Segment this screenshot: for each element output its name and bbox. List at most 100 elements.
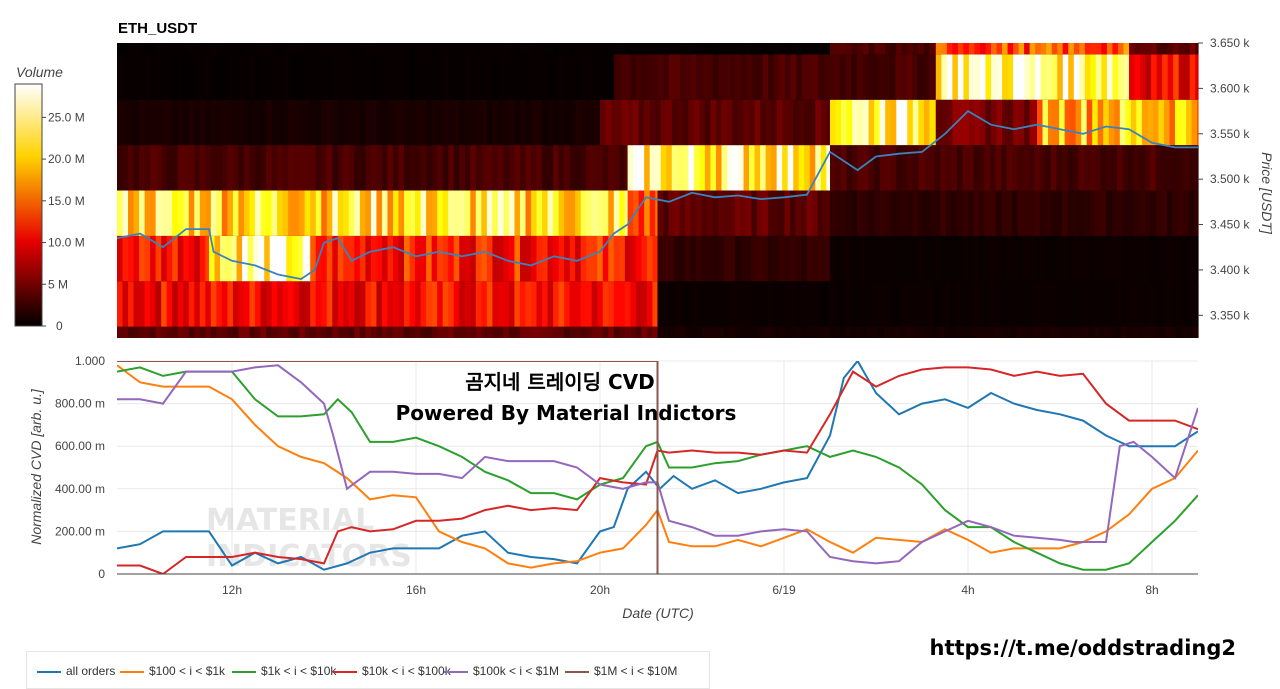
heatmap-cell — [968, 190, 975, 236]
heatmap-cell — [243, 190, 251, 236]
heatmap-cell — [745, 281, 752, 327]
heatmap-cell — [166, 54, 173, 100]
heatmap-cell — [679, 326, 686, 338]
heatmap-cell — [740, 326, 747, 338]
heatmap-cell — [359, 326, 366, 338]
heatmap-cell — [690, 281, 697, 327]
heatmap-cell — [644, 99, 651, 146]
heatmap-cell — [177, 190, 184, 236]
heatmap-cell — [1012, 190, 1019, 236]
telegram-link[interactable]: https://t.me/oddstrading2 — [930, 636, 1237, 660]
heatmap-cell — [846, 190, 853, 236]
heatmap-cell — [1192, 326, 1199, 338]
heatmap-cell — [569, 235, 576, 282]
heatmap-cell — [1100, 235, 1107, 282]
legend-item[interactable]: $100k < i < $1M — [444, 664, 559, 678]
heatmap-cell — [773, 54, 780, 100]
heatmap-cell — [846, 43, 853, 55]
heatmap-cell — [326, 145, 333, 191]
heatmap-cell — [558, 326, 565, 338]
heatmap-cell — [1125, 99, 1132, 146]
legend-item[interactable]: $1M < i < $10M — [565, 664, 677, 678]
heatmap-cell — [1057, 43, 1064, 55]
heatmap-cell — [1006, 190, 1013, 236]
heatmap-cell — [199, 326, 206, 338]
legend-item[interactable]: $10k < i < $100k — [333, 664, 451, 678]
heatmap-cell — [431, 326, 438, 338]
heatmap-cell — [221, 145, 228, 191]
heatmap-cell — [542, 43, 549, 55]
heatmap-cell — [830, 99, 837, 146]
heatmap-cell — [868, 43, 875, 55]
heatmap-cell — [426, 190, 433, 236]
heatmap-cell — [194, 326, 201, 338]
heatmap-cell — [738, 145, 745, 191]
heatmap-cell — [817, 190, 824, 236]
heatmap-cell — [553, 145, 560, 191]
heatmap-cell — [979, 43, 987, 55]
heatmap-cell — [688, 145, 695, 191]
heatmap-cell — [564, 54, 571, 100]
heatmap-cell — [1097, 99, 1104, 146]
heatmap-cell — [1065, 326, 1073, 338]
heatmap-cell — [1121, 281, 1128, 327]
legend-item[interactable]: $1k < i < $10k — [232, 664, 336, 678]
heatmap-cell — [846, 235, 853, 282]
legend-item[interactable]: all orders — [37, 664, 115, 678]
heatmap-cell — [420, 145, 427, 191]
heatmap-cell — [608, 235, 615, 282]
heatmap-cell — [492, 190, 499, 236]
heatmap-cell — [874, 145, 881, 191]
legend-label: $1k < i < $10k — [261, 664, 337, 678]
heatmap-cell — [481, 43, 488, 55]
heatmap-cell — [671, 145, 678, 191]
heatmap-cell — [343, 235, 350, 282]
heatmap-cell — [941, 99, 948, 146]
heatmap-cell — [841, 235, 848, 282]
heatmap-cell — [519, 145, 527, 191]
heatmap-cell — [133, 145, 140, 191]
legend-item[interactable]: $100 < i < $1k — [120, 664, 225, 678]
heatmap-cell — [1049, 281, 1056, 327]
heatmap-cell — [376, 54, 383, 100]
heatmap-cell — [1117, 54, 1125, 100]
heatmap-cell — [464, 54, 471, 100]
heatmap-cell — [868, 235, 875, 282]
heatmap-cell — [266, 281, 273, 327]
heatmap-cell — [901, 235, 908, 282]
heatmap-cell — [767, 190, 775, 236]
heatmap-cell — [1016, 326, 1023, 338]
heatmap-cell — [1023, 190, 1030, 236]
heatmap-cell — [166, 145, 173, 191]
heatmap-cell — [514, 99, 521, 146]
heatmap-cell — [845, 326, 852, 338]
heatmap-cell — [1095, 54, 1102, 100]
heatmap-cell — [984, 190, 991, 236]
heatmap-cell — [481, 281, 488, 327]
heatmap-cell — [304, 326, 311, 338]
heatmap-cell — [1129, 43, 1136, 55]
heatmap-cell — [874, 235, 881, 282]
heatmap-cell — [1181, 326, 1189, 338]
heatmap-cell — [782, 145, 789, 191]
heatmap-cell — [470, 190, 477, 236]
heatmap-cell — [343, 43, 350, 55]
heatmap-cell — [879, 43, 886, 55]
heatmap-cell — [729, 43, 736, 55]
heatmap-cell — [1148, 326, 1155, 338]
heatmap-cell — [1034, 235, 1041, 282]
heatmap-cell — [475, 326, 482, 338]
heatmap-cell — [734, 326, 741, 338]
heatmap-cell — [815, 99, 822, 146]
heatmap-cell — [321, 145, 328, 191]
heatmap-cell — [459, 235, 466, 282]
heatmap-cell — [586, 326, 593, 338]
heatmap-cell — [205, 326, 212, 338]
heatmap-cell — [536, 326, 543, 338]
heatmap-cell — [1007, 54, 1014, 100]
heatmap-cell — [996, 54, 1003, 100]
heatmap-cell — [729, 54, 736, 100]
heatmap-cell — [830, 145, 837, 191]
heatmap-cell — [674, 235, 681, 282]
heatmap-cell — [150, 54, 157, 100]
